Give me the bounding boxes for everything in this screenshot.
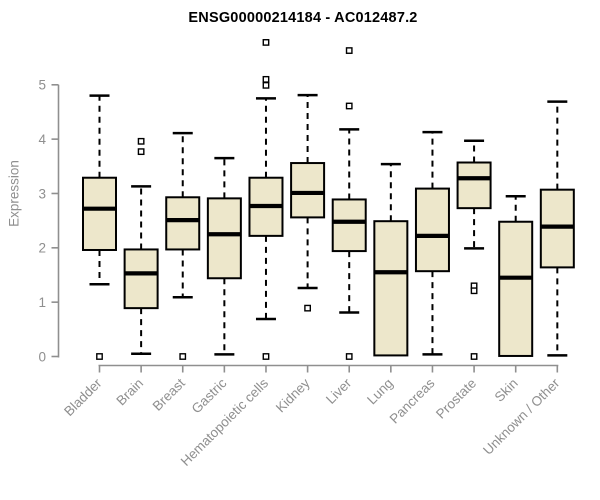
outlier-point xyxy=(345,353,353,360)
y-tick-label: 1 xyxy=(38,295,46,310)
x-tick-label-bladder: Bladder xyxy=(61,375,105,419)
iqr-box xyxy=(290,162,326,219)
box-hematopoietic-cells xyxy=(248,39,284,360)
outlier-point xyxy=(179,353,187,360)
outlier-point xyxy=(137,148,145,156)
box-brain xyxy=(123,137,159,356)
x-tick-label-kidney: Kidney xyxy=(273,375,313,415)
y-tick-label: 4 xyxy=(38,132,46,147)
y-tick-label: 2 xyxy=(38,241,46,256)
iqr-box xyxy=(414,187,450,273)
x-tick-label-prostate: Prostate xyxy=(433,376,479,422)
box-gastric xyxy=(206,156,242,356)
x-tick-label-skin: Skin xyxy=(492,376,521,405)
box-unknown-other xyxy=(539,100,575,357)
y-tick-label: 0 xyxy=(38,349,46,364)
outlier-point xyxy=(262,81,270,89)
x-tick-label-liver: Liver xyxy=(323,375,355,407)
iqr-box xyxy=(498,220,534,357)
x-tick-label-gastric: Gastric xyxy=(189,375,230,416)
outlier-point xyxy=(262,75,270,83)
outlier-point xyxy=(137,137,145,145)
y-tick-label: 3 xyxy=(38,186,46,201)
outlier-point xyxy=(262,39,270,46)
box-prostate xyxy=(456,139,492,360)
x-tick-label-brain: Brain xyxy=(113,376,146,409)
x-tick-label-breast: Breast xyxy=(150,375,188,413)
outlier-point xyxy=(96,353,103,360)
box-liver xyxy=(331,47,367,360)
box-kidney xyxy=(290,93,326,312)
outlier-point xyxy=(304,304,311,312)
box-bladder xyxy=(82,94,117,360)
iqr-box xyxy=(165,196,201,251)
x-tick-label-unknown-other: Unknown / Other xyxy=(480,375,563,458)
outlier-point xyxy=(345,102,353,110)
x-tick-label-lung: Lung xyxy=(364,376,396,408)
y-tick-label: 5 xyxy=(38,78,46,93)
outlier-point xyxy=(470,353,478,360)
box-skin xyxy=(498,194,534,357)
iqr-box xyxy=(82,176,117,251)
box-pancreas xyxy=(414,130,450,356)
box-lung xyxy=(373,162,409,357)
iqr-box xyxy=(456,161,492,210)
iqr-box xyxy=(206,197,242,280)
outlier-point xyxy=(345,47,353,54)
chart-title: ENSG00000214184 - AC012487.2 xyxy=(188,10,418,26)
outlier-point xyxy=(262,353,270,360)
iqr-box xyxy=(123,248,159,310)
x-tick-label-pancreas: Pancreas xyxy=(387,375,438,426)
outlier-point xyxy=(470,287,478,295)
iqr-box xyxy=(331,198,367,253)
box-breast xyxy=(165,131,201,360)
y-axis: 0 1 2 3 4 5 xyxy=(38,78,60,364)
iqr-box xyxy=(373,220,409,357)
